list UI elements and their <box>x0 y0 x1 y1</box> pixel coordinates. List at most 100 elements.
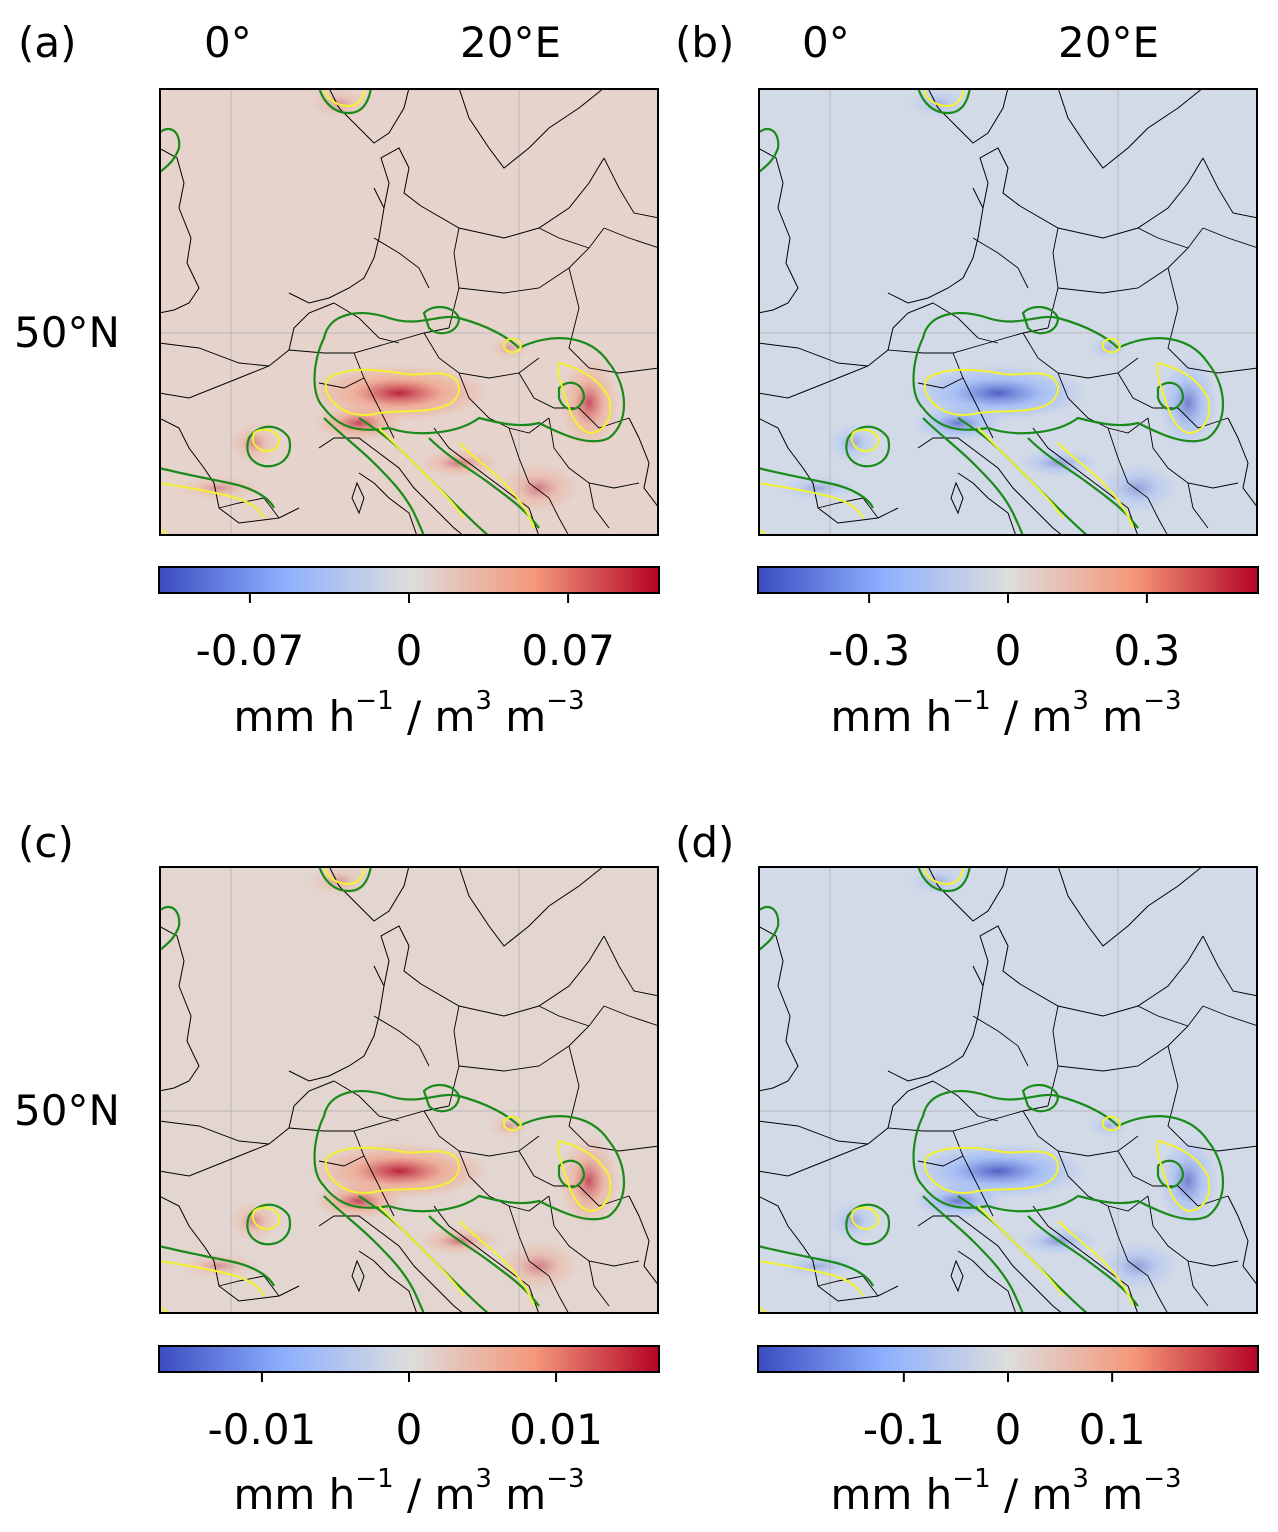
country-border <box>458 1005 605 1072</box>
coastline <box>318 1215 465 1314</box>
country-border <box>1047 1005 1059 1107</box>
orography-contour-yellow <box>1057 1220 1134 1307</box>
colorbar-a <box>158 566 660 603</box>
country-border <box>817 497 879 519</box>
lat-label-50n-c: 50°N <box>14 1086 120 1135</box>
map-canvas <box>159 866 659 1314</box>
orography-contour-green <box>159 905 181 952</box>
colorbar-tick-label: -0.1 <box>862 1405 945 1454</box>
coastline <box>758 925 799 1092</box>
orography-contour-yellow <box>850 1206 880 1230</box>
orography-contour-green <box>557 381 586 411</box>
country-border <box>603 1005 659 1027</box>
colorbar-tick-label: 0 <box>395 1405 423 1454</box>
orography-contour-green <box>1156 381 1185 411</box>
orography-contour-yellow <box>159 1260 265 1297</box>
orography-contour-green <box>912 1090 1225 1221</box>
colorbar-tick-label: 0.07 <box>521 626 615 675</box>
colorbar-tick-label: 0.1 <box>1078 1405 1146 1454</box>
country-border <box>423 1110 540 1157</box>
map-canvas <box>758 866 1258 1314</box>
orography-contour-green <box>922 417 1025 536</box>
colorbar-tick-label: 0.3 <box>1113 626 1181 675</box>
orography-contour-yellow <box>922 866 965 886</box>
field-anomaly <box>778 1254 858 1278</box>
colorbar-canvas <box>158 1345 660 1382</box>
orography-contour-green <box>246 1203 292 1246</box>
country-border <box>448 227 460 329</box>
country-border <box>1202 1005 1258 1027</box>
colorbar-tick-label: 0 <box>395 626 423 675</box>
field-background <box>758 866 1258 1314</box>
country-border <box>1137 1005 1189 1027</box>
country-border <box>972 1015 1029 1067</box>
colorbar-unit-c: mm h−1 / m3 m−3 <box>233 1464 585 1519</box>
orography-contour-yellow <box>922 88 965 108</box>
field-tint <box>758 866 1258 1314</box>
lon-label-0-a: 0° <box>204 18 252 67</box>
coastline <box>950 481 964 515</box>
country-border <box>1057 1005 1204 1072</box>
country-border <box>218 1275 280 1297</box>
map-frame <box>159 866 659 1314</box>
field-anomaly <box>908 866 968 896</box>
country-border <box>932 1080 999 1122</box>
country-border <box>1107 1205 1169 1314</box>
orography-contour-green <box>159 466 275 509</box>
colorbar-unit-d: mm h−1 / m3 m−3 <box>830 1464 1182 1519</box>
country-border <box>508 1205 570 1314</box>
orography-contour-green <box>1027 1215 1139 1307</box>
orography-contour-green <box>916 88 972 115</box>
colorbar-unit-b: mm h−1 / m3 m−3 <box>830 686 1182 741</box>
coastline <box>957 472 1017 536</box>
colorbar-tick-label: -0.3 <box>828 626 911 675</box>
map-panel-a <box>159 88 659 536</box>
coastline <box>628 417 659 509</box>
colorbar-unit-a: mm h−1 / m3 m−3 <box>233 686 585 741</box>
map-frame <box>758 88 1258 536</box>
coastline <box>288 965 385 1082</box>
coastline <box>917 437 1064 536</box>
country-border <box>932 302 999 344</box>
coastline <box>288 187 385 304</box>
country-border <box>972 237 1029 289</box>
panel-label-b: (b) <box>675 18 735 67</box>
orography-contour-yellow <box>323 866 366 886</box>
colorbar-d <box>757 1345 1259 1382</box>
country-border <box>1022 1110 1139 1157</box>
field-background <box>159 88 659 536</box>
orography-contour-green <box>317 88 373 115</box>
field-background <box>758 88 1258 536</box>
orography-contour-yellow <box>977 1205 1064 1297</box>
colorbar-gradient <box>158 566 660 594</box>
orography-contour-yellow <box>378 427 465 519</box>
field-anomaly <box>908 88 968 118</box>
orography-contour-yellow <box>503 337 523 354</box>
orography-contour-green <box>159 1244 275 1287</box>
lon-label-20e-b: 20°E <box>1058 18 1159 67</box>
colorbar-gradient <box>158 1345 660 1373</box>
coastline <box>950 1259 964 1293</box>
country-border <box>603 157 659 219</box>
coastline <box>758 417 899 524</box>
field-anomaly <box>314 405 404 441</box>
coastline <box>380 147 422 209</box>
orography-contour-green <box>1021 1083 1060 1113</box>
country-border <box>508 427 570 536</box>
field-anomaly <box>778 476 858 500</box>
coastline <box>979 925 1021 987</box>
coastline <box>159 147 200 314</box>
coastline <box>358 472 418 536</box>
country-border <box>548 1195 640 1267</box>
map-frame <box>159 88 659 536</box>
field-tint <box>159 88 659 536</box>
lon-label-0-b: 0° <box>802 18 850 67</box>
coastline <box>433 427 540 536</box>
country-border <box>159 1120 270 1145</box>
country-border <box>817 1275 879 1297</box>
coastline <box>758 1195 899 1302</box>
coastline <box>917 1215 1064 1314</box>
country-border <box>1022 332 1139 379</box>
coastline <box>1227 417 1258 509</box>
country-border <box>1202 157 1258 219</box>
